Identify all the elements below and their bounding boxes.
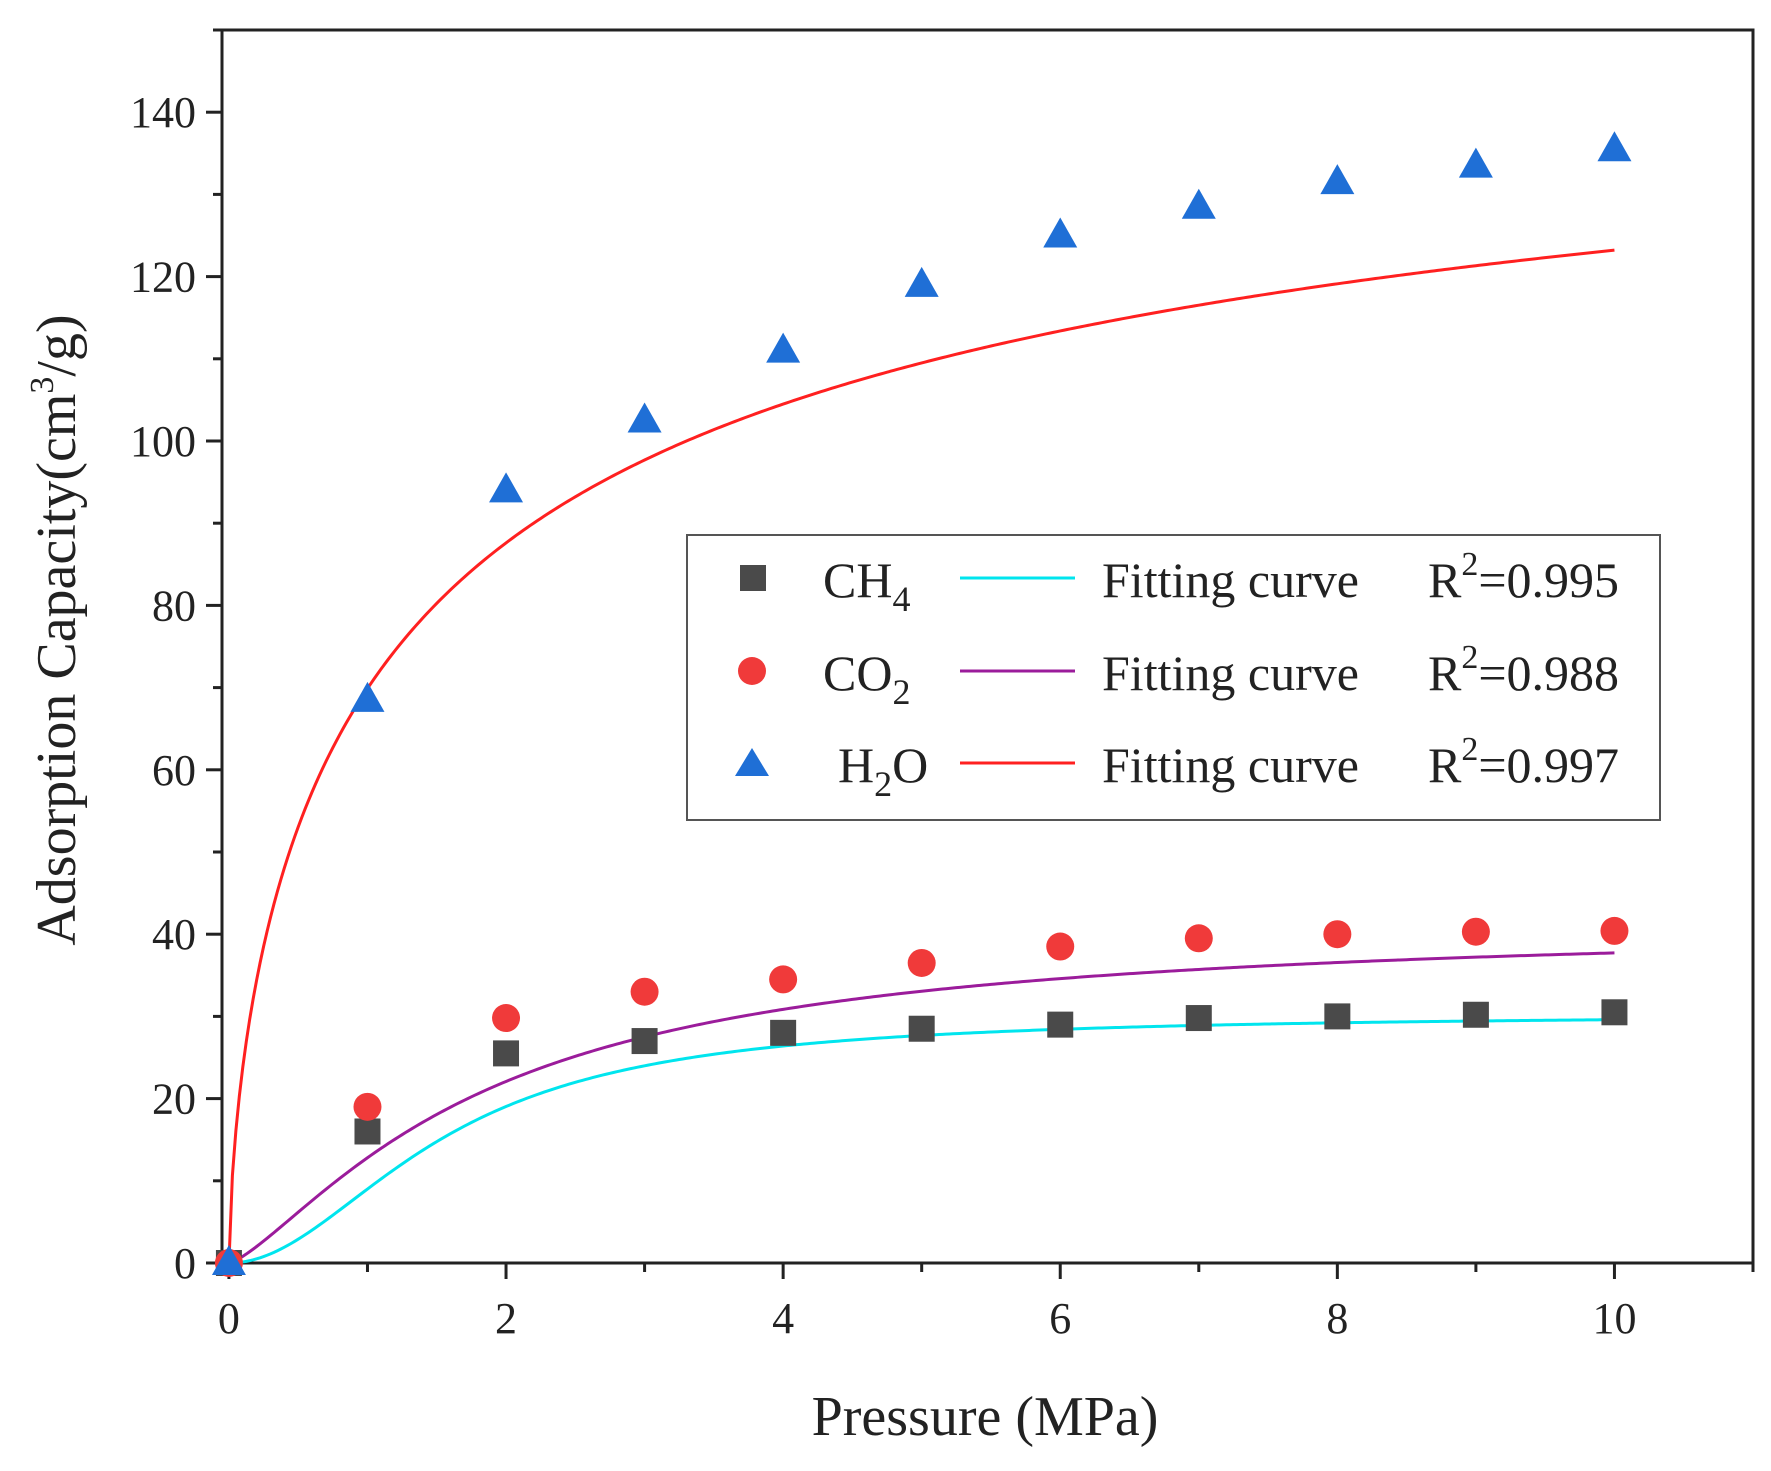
- point-ch4: [1324, 1003, 1351, 1030]
- point-h2o: [1043, 217, 1078, 248]
- x-tick-label: 10: [1592, 1294, 1636, 1343]
- data-markers: [211, 131, 1632, 1277]
- point-h2o: [1181, 188, 1216, 219]
- y-tick-label: 40: [152, 910, 196, 959]
- y-tick-label: 80: [152, 581, 196, 630]
- legend-marker-ch4: [740, 565, 766, 591]
- legend-fit-ch4: Fitting curve: [1102, 552, 1359, 608]
- point-h2o: [350, 681, 385, 712]
- point-co2: [769, 965, 798, 994]
- point-co2: [1323, 920, 1352, 949]
- x-tick-label: 6: [1049, 1294, 1071, 1343]
- legend-label-h2o: H2O: [838, 737, 928, 804]
- point-h2o: [489, 472, 524, 503]
- point-co2: [1461, 917, 1490, 946]
- legend-label-co2: CO2: [823, 645, 910, 712]
- y-axis-title: Adsorption Capacity(cm3/g): [24, 314, 88, 945]
- point-co2: [353, 1092, 382, 1121]
- legend-r2-co2: R2=0.988: [1428, 639, 1619, 701]
- point-h2o: [627, 402, 662, 433]
- point-h2o: [904, 266, 939, 297]
- point-co2: [492, 1004, 521, 1033]
- point-ch4: [770, 1019, 797, 1046]
- point-ch4: [354, 1118, 381, 1145]
- y-tick-label: 100: [130, 417, 196, 466]
- point-h2o: [1320, 164, 1355, 195]
- point-ch4: [908, 1015, 935, 1042]
- point-h2o: [211, 1245, 246, 1275]
- point-co2: [630, 977, 659, 1006]
- axes: 0 20 40 60 80 100 120 140 0 2 4 6 8 10: [130, 28, 1755, 1343]
- fit-curve-h2o: [227, 248, 1615, 1264]
- fit-curve-co2: [228, 951, 1615, 1265]
- legend-r2-ch4: R2=0.995: [1428, 546, 1619, 608]
- y-tick-label: 0: [174, 1239, 196, 1288]
- point-h2o: [1458, 147, 1493, 178]
- point-h2o: [766, 332, 801, 363]
- legend-fit-co2: Fitting curve: [1102, 645, 1359, 701]
- legend-r2-h2o: R2=0.997: [1428, 731, 1619, 793]
- y-tick-label: 120: [130, 253, 196, 302]
- y-tick-label: 60: [152, 746, 196, 795]
- point-co2: [1184, 924, 1213, 953]
- point-co2: [907, 948, 936, 977]
- x-axis-title: Pressure (MPa): [812, 1386, 1159, 1448]
- legend-marker-h2o: [735, 748, 769, 776]
- point-ch4: [631, 1028, 658, 1055]
- point-co2: [1046, 932, 1075, 961]
- legend-label-ch4: CH4: [823, 552, 910, 619]
- legend-fit-h2o: Fitting curve: [1102, 737, 1359, 793]
- point-ch4: [1185, 1005, 1212, 1032]
- legend-marker-co2: [738, 657, 766, 685]
- plot-frame: [220, 28, 1755, 1265]
- fit-curve-ch4: [228, 1018, 1615, 1265]
- x-tick-label: 2: [495, 1294, 517, 1343]
- y-tick-label: 20: [152, 1075, 196, 1124]
- y-tick-label: 140: [130, 88, 196, 137]
- point-co2: [1600, 916, 1629, 945]
- legend: CH4 Fitting curve R2=0.995 CO2 Fitting c…: [686, 534, 1661, 821]
- x-tick-label: 8: [1326, 1294, 1348, 1343]
- point-ch4: [1047, 1011, 1074, 1038]
- x-tick-label: 0: [218, 1294, 240, 1343]
- point-ch4: [1601, 999, 1628, 1026]
- legend-box: [686, 534, 1661, 821]
- point-ch4: [1462, 1001, 1489, 1028]
- point-h2o: [1597, 131, 1632, 162]
- point-ch4: [493, 1040, 520, 1067]
- x-tick-label: 4: [772, 1294, 794, 1343]
